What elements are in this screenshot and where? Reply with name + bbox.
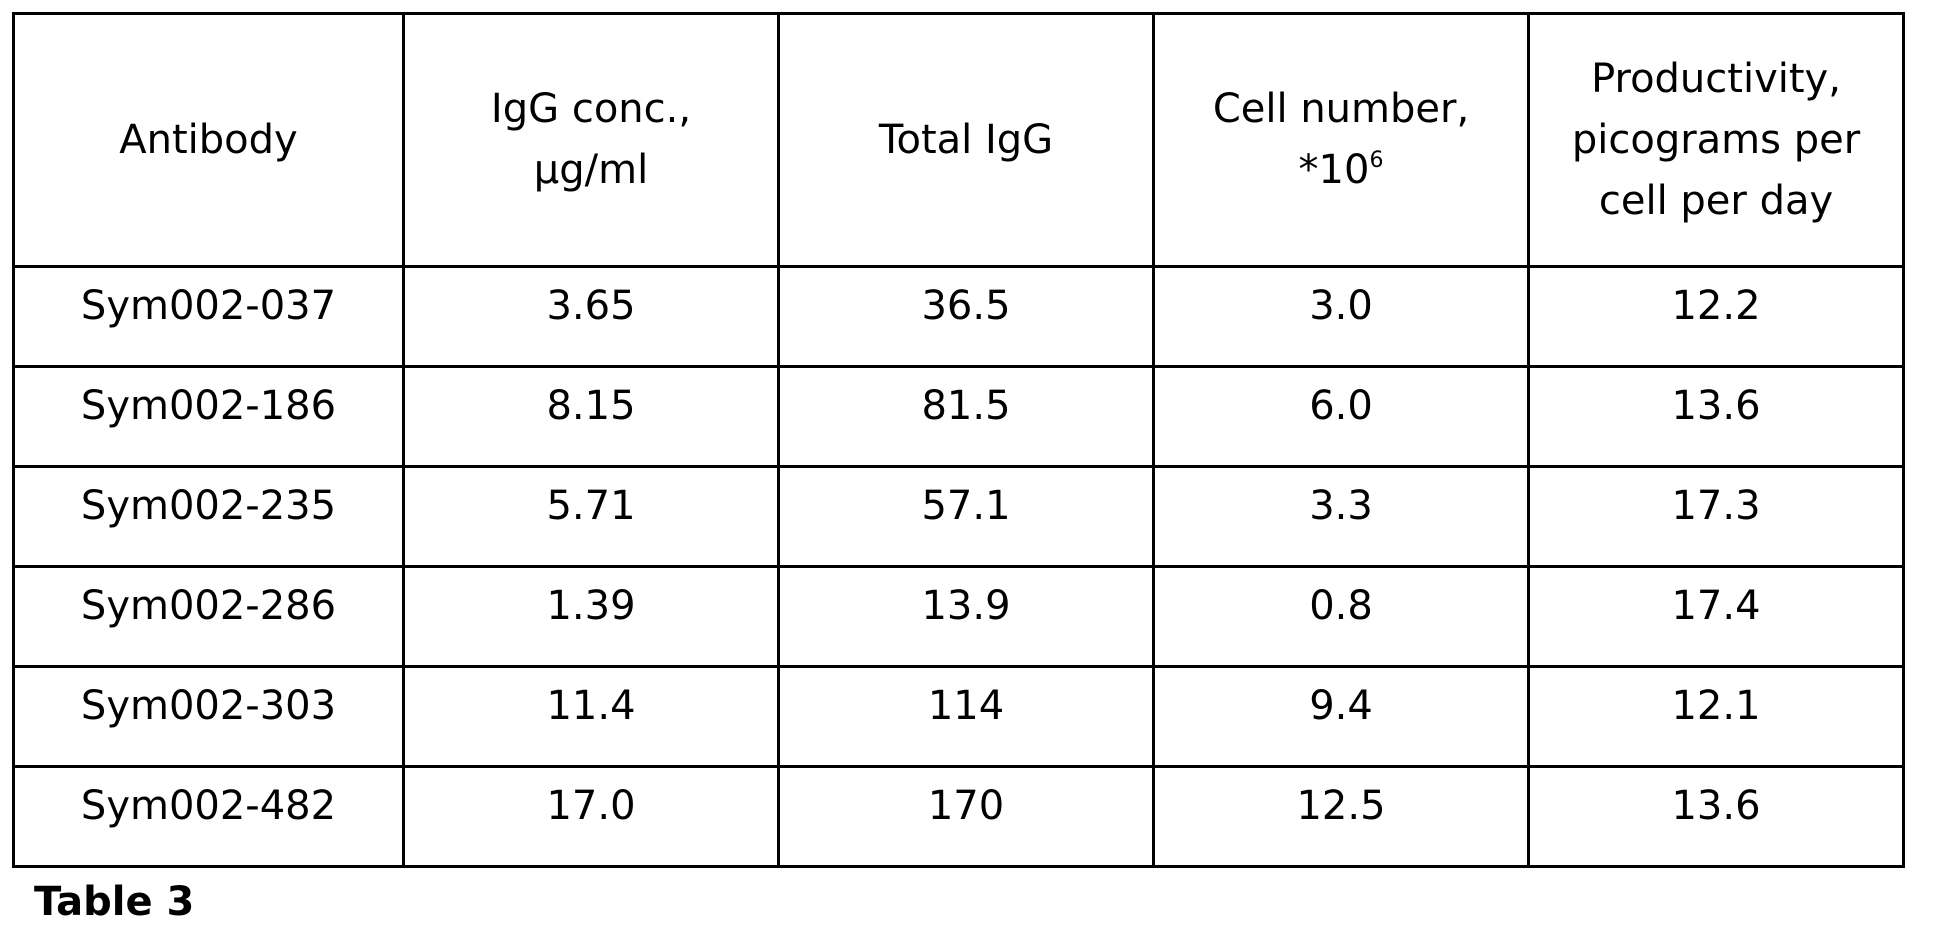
cell-igg-conc: 5.71	[404, 467, 779, 567]
cell-productivity: 17.4	[1529, 567, 1904, 667]
cell-total-igg: 13.9	[779, 567, 1154, 667]
header-cell-number: Cell number, *106	[1154, 14, 1529, 267]
table-row: Sym002-0373.6536.53.012.2	[14, 267, 1904, 367]
table-body: Sym002-0373.6536.53.012.2Sym002-1868.158…	[14, 267, 1904, 867]
cell-antibody: Sym002-186	[14, 367, 404, 467]
cell-antibody: Sym002-037	[14, 267, 404, 367]
cell-antibody: Sym002-482	[14, 767, 404, 867]
cell-productivity: 12.2	[1529, 267, 1904, 367]
header-total-igg: Total IgG	[779, 14, 1154, 267]
data-table: Antibody IgG conc., µg/ml Total IgG Cell…	[12, 12, 1905, 868]
table-row: Sym002-48217.017012.513.6	[14, 767, 1904, 867]
cell-cell-number: 6.0	[1154, 367, 1529, 467]
header-antibody: Antibody	[14, 14, 404, 267]
cell-productivity: 12.1	[1529, 667, 1904, 767]
table-row: Sym002-2355.7157.13.317.3	[14, 467, 1904, 567]
header-row: Antibody IgG conc., µg/ml Total IgG Cell…	[14, 14, 1904, 267]
cell-total-igg: 36.5	[779, 267, 1154, 367]
cell-igg-conc: 8.15	[404, 367, 779, 467]
cell-cell-number: 3.0	[1154, 267, 1529, 367]
cell-igg-conc: 17.0	[404, 767, 779, 867]
cell-igg-conc: 1.39	[404, 567, 779, 667]
table-row: Sym002-30311.41149.412.1	[14, 667, 1904, 767]
cell-igg-conc: 3.65	[404, 267, 779, 367]
cell-total-igg: 81.5	[779, 367, 1154, 467]
cell-total-igg: 170	[779, 767, 1154, 867]
cell-total-igg: 57.1	[779, 467, 1154, 567]
table-row: Sym002-2861.3913.90.817.4	[14, 567, 1904, 667]
cell-total-igg: 114	[779, 667, 1154, 767]
cell-antibody: Sym002-286	[14, 567, 404, 667]
cell-cell-number: 9.4	[1154, 667, 1529, 767]
cell-productivity: 13.6	[1529, 767, 1904, 867]
cell-antibody: Sym002-303	[14, 667, 404, 767]
cell-productivity: 13.6	[1529, 367, 1904, 467]
cell-antibody: Sym002-235	[14, 467, 404, 567]
cell-cell-number: 3.3	[1154, 467, 1529, 567]
cell-cell-number: 0.8	[1154, 567, 1529, 667]
table-row: Sym002-1868.1581.56.013.6	[14, 367, 1904, 467]
header-igg-conc: IgG conc., µg/ml	[404, 14, 779, 267]
header-productivity: Productivity, picograms per cell per day	[1529, 14, 1904, 267]
table-caption: Table 3	[34, 878, 194, 926]
exponent: 6	[1369, 148, 1383, 173]
cell-cell-number: 12.5	[1154, 767, 1529, 867]
cell-productivity: 17.3	[1529, 467, 1904, 567]
cell-igg-conc: 11.4	[404, 667, 779, 767]
